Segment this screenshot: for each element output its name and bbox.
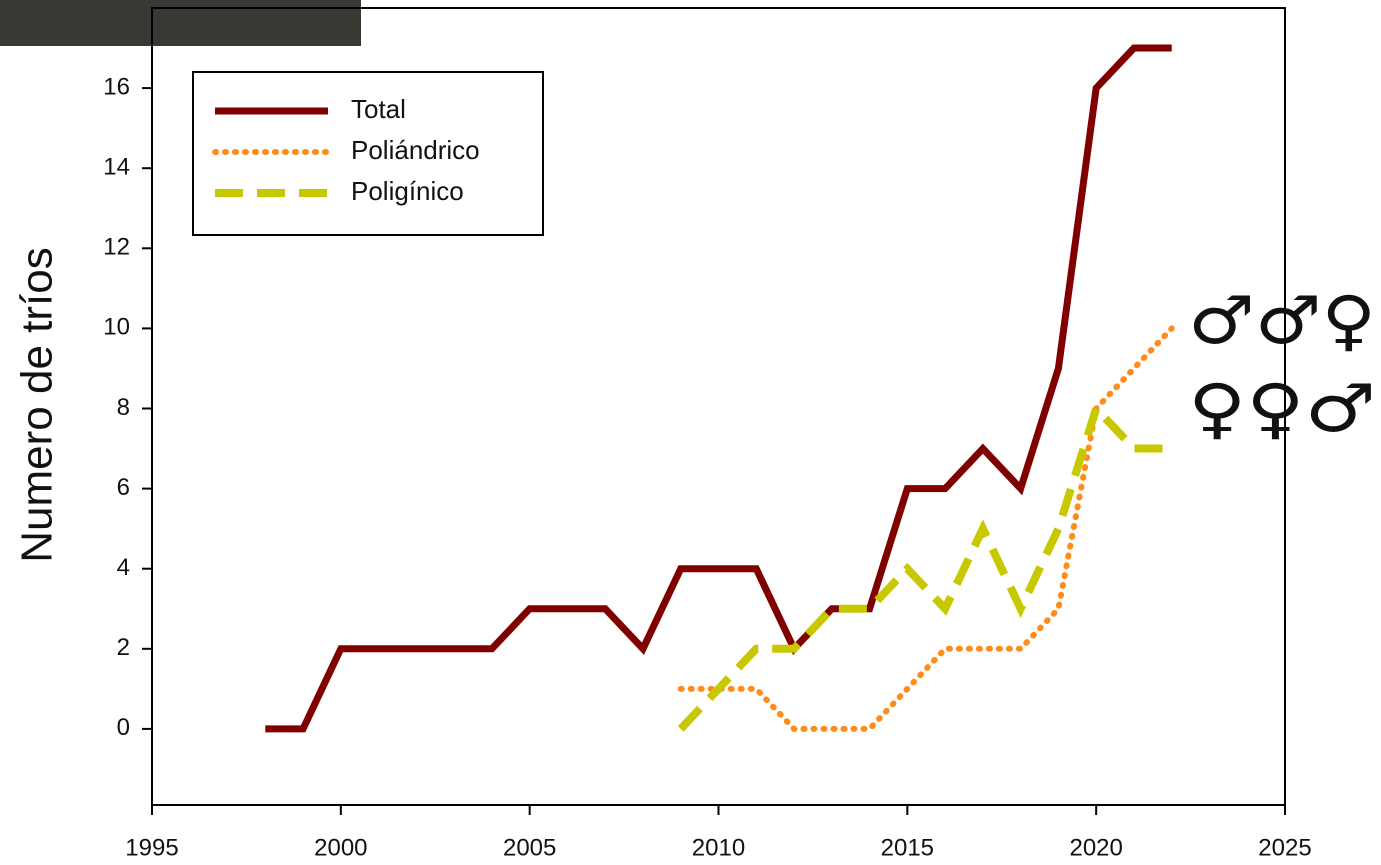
y-tick-label: 6 <box>117 474 130 501</box>
y-tick-label: 12 <box>103 234 130 261</box>
legend-label: Poliándrico <box>351 135 480 165</box>
legend-label: Poligínico <box>351 176 464 206</box>
x-tick-label: 2010 <box>692 834 745 861</box>
photo-crop <box>0 0 361 46</box>
y-tick-label: 8 <box>117 394 130 421</box>
x-tick-label: 2000 <box>314 834 367 861</box>
y-tick-label: 16 <box>103 73 130 100</box>
annotation: ♂♂♀ <box>1188 282 1376 359</box>
series-line <box>681 328 1172 729</box>
legend-label: Total <box>351 94 406 124</box>
annotation: ♀♀♂ <box>1188 370 1376 447</box>
y-tick-label: 14 <box>103 154 130 181</box>
y-tick-label: 2 <box>117 634 130 661</box>
x-tick-label: 2025 <box>1258 834 1311 861</box>
y-axis-title: Numero de tríos <box>13 247 62 562</box>
y-tick-label: 10 <box>103 314 130 341</box>
y-tick-label: 4 <box>117 554 130 581</box>
y-tick-label: 0 <box>117 714 130 741</box>
x-tick-label: 2005 <box>503 834 556 861</box>
x-tick-label: 1995 <box>125 834 178 861</box>
x-tick-label: 2020 <box>1069 834 1122 861</box>
x-tick-label: 2015 <box>881 834 934 861</box>
chart: Numero de tríos 0 2 4 6 8 10 12 14 16 1995 2000 200… <box>0 0 1381 865</box>
